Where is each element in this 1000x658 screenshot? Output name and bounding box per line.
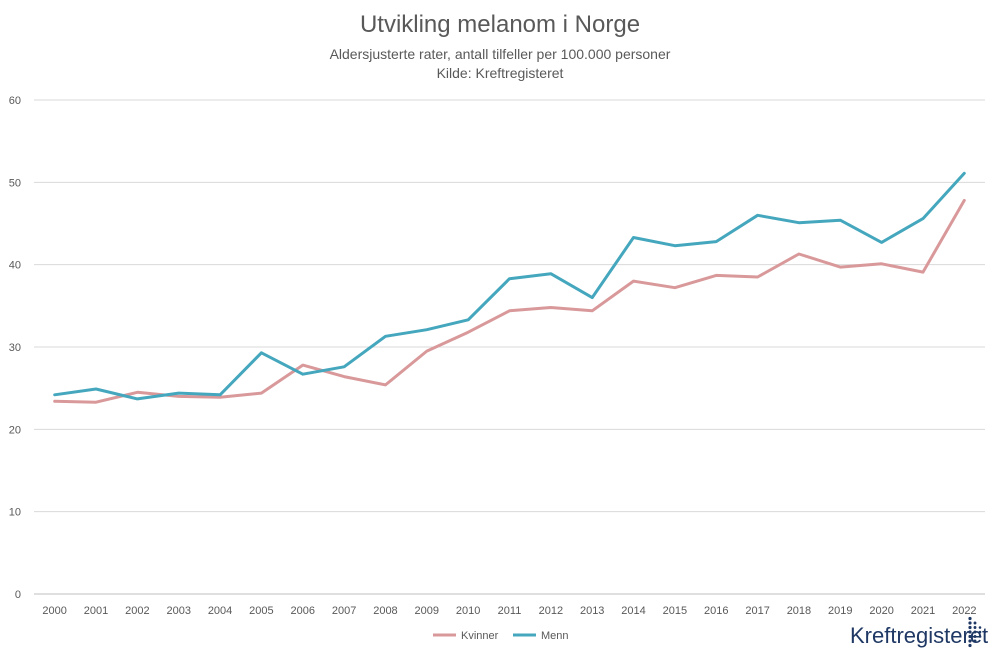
x-tick-label: 2022 [952,605,976,617]
x-tick-label: 2009 [415,605,439,617]
x-axis-ticks: 2000 2001 2002 2003 2004 2005 2006 2007 2008 2009… [42,605,976,617]
chart-subtitle: Aldersjusterte rater, antall tilfeller p… [330,46,671,62]
series-lines [53,171,966,404]
legend-label-kvinner: Kvinner [461,630,499,642]
x-tick-label: 2003 [166,605,190,617]
y-tick-label: 10 [9,507,21,519]
series-line-kvinner [53,198,966,404]
series-line-menn [53,171,966,401]
x-tick-label: 2008 [373,605,397,617]
x-tick-label: 2019 [828,605,852,617]
logo-dot [968,643,972,648]
logo-dot [973,639,977,643]
logo-dot [983,630,987,634]
logo-dot [968,616,972,621]
x-tick-label: 2016 [704,605,728,617]
logo-dot [973,635,977,638]
y-tick-label: 60 [9,95,21,107]
y-tick-label: 20 [9,424,21,436]
chart-source: Kilde: Kreftregisteret [437,65,564,81]
x-tick-label: 2018 [787,605,811,617]
logo-dot [973,630,977,634]
x-tick-label: 2002 [125,605,149,617]
x-tick-label: 2004 [208,605,232,617]
x-tick-label: 2005 [249,605,273,617]
x-tick-label: 2001 [84,605,108,617]
logo-wordmark: Kreftregisteret [850,623,988,648]
kreftregisteret-logo: Kreftregisteret [850,616,988,648]
y-axis-ticks: 0 10 20 30 40 50 60 [9,95,21,601]
x-tick-label: 2006 [291,605,315,617]
y-tick-label: 40 [9,260,21,272]
y-tick-label: 30 [9,342,21,354]
logo-dot [968,639,972,643]
x-tick-label: 2014 [621,605,645,617]
legend-label-menn: Menn [541,630,569,642]
x-tick-label: 2021 [911,605,935,617]
logo-dot [973,621,977,625]
logo-dot [978,626,982,629]
x-tick-label: 2020 [869,605,893,617]
y-tick-label: 50 [9,177,21,189]
x-tick-label: 2013 [580,605,604,617]
logo-dot [968,625,972,630]
gridlines [34,99,985,595]
x-tick-label: 2017 [745,605,769,617]
x-tick-label: 2007 [332,605,356,617]
logo-dot [968,630,972,634]
x-tick-label: 2010 [456,605,480,617]
logo-dot [968,621,972,625]
y-tick-label: 0 [15,589,21,601]
x-tick-label: 2000 [42,605,66,617]
logo-dot [978,635,982,638]
x-tick-label: 2011 [498,605,522,617]
chart-title: Utvikling melanom i Norge [360,11,640,38]
x-tick-label: 2012 [539,605,563,617]
legend: Kvinner Menn [433,630,569,642]
x-tick-label: 2015 [663,605,687,617]
logo-dots-icon [968,616,987,648]
logo-dot [973,626,977,629]
logo-dot [968,634,972,639]
logo-dot [978,630,982,634]
